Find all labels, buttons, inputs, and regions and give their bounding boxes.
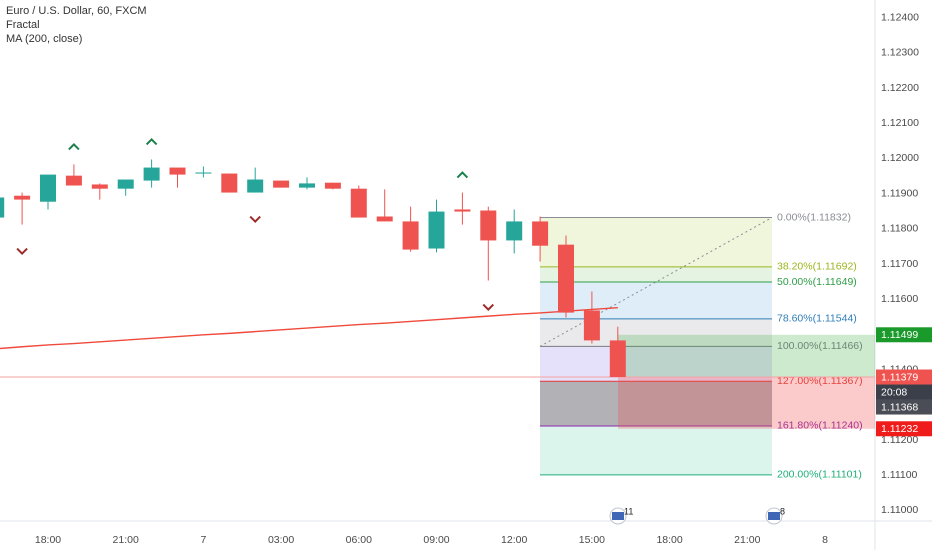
fractal-up (456, 171, 469, 179)
price-axis-bg (875, 0, 932, 550)
candle-body (583, 310, 600, 341)
fib-band (540, 281, 772, 319)
fib-band (540, 425, 772, 475)
fractal-down (16, 247, 28, 256)
y-tick-label: 1.11800 (881, 223, 918, 235)
x-tick-label: 09:00 (423, 534, 449, 546)
price-label: 1.11379 (881, 371, 918, 383)
y-tick-label: 1.11600 (881, 293, 918, 305)
y-tick-label: 1.11900 (881, 187, 918, 199)
y-tick-label: 1.12200 (881, 82, 919, 94)
x-tick-label: 7 (200, 534, 206, 546)
event-marker[interactable]: 11 (609, 506, 633, 525)
x-tick-label: 06:00 (346, 534, 372, 546)
fractal-up (68, 142, 80, 151)
fib-level-label: 38.20%(1.11692) (777, 261, 857, 273)
candle-body (299, 183, 315, 188)
stop-zone (618, 377, 875, 429)
fib-level-label: 127.00%(1.11367) (777, 375, 863, 387)
candle-body (609, 340, 626, 378)
x-tick-label: 12:00 (501, 534, 527, 546)
y-tick-label: 1.12300 (881, 47, 919, 59)
candle-body (65, 175, 82, 186)
candle-body (454, 209, 471, 212)
candle-body (376, 216, 393, 222)
fib-level-label: 50.00%(1.11649) (777, 276, 857, 288)
price-label: 1.11499 (881, 329, 918, 341)
x-tick-label: 21:00 (113, 534, 139, 546)
candle-body (428, 211, 445, 249)
candle-body (91, 184, 108, 189)
y-tick-label: 1.12000 (881, 152, 919, 164)
fib-level-label: 161.80%(1.11240) (777, 420, 863, 432)
x-tick-label: 18:00 (656, 534, 682, 546)
fib-level-label: 0.00%(1.11832) (777, 211, 851, 223)
fib-band (540, 346, 772, 382)
candle-body (324, 182, 341, 189)
candle-body (247, 179, 264, 193)
legend-fractal: Fractal (6, 19, 40, 31)
ma-line (0, 306, 618, 350)
y-tick-label: 1.11700 (881, 258, 918, 270)
candle-body (195, 172, 212, 174)
fractal-down (249, 215, 261, 223)
candle-body (169, 167, 186, 175)
price-label-bg (876, 384, 932, 400)
y-tick-label: 1.12100 (881, 117, 919, 129)
candle-body (402, 221, 419, 250)
event-count: 8 (780, 506, 785, 516)
legend: Euro / U.S. Dollar, 60, FXCM Fractal MA … (6, 4, 147, 46)
x-tick-label: 21:00 (734, 534, 760, 546)
candle-body (0, 197, 5, 218)
y-tick-label: 1.11200 (881, 434, 918, 446)
x-tick-label: 15:00 (579, 534, 605, 546)
candle-body (221, 173, 238, 193)
price-label: 20:08 (881, 386, 907, 398)
candle-body (558, 244, 574, 313)
price-label-bg (876, 421, 932, 437)
fractal-down (482, 303, 495, 311)
y-tick-label: 1.11000 (881, 504, 918, 516)
fib-level-label: 100.00%(1.11466) (777, 340, 863, 352)
y-tick-label: 1.11100 (881, 469, 918, 481)
candle-body (40, 174, 56, 202)
target-zone (618, 334, 875, 378)
price-label-bg (876, 399, 932, 415)
candle-body (350, 188, 367, 218)
x-tick-label: 03:00 (268, 534, 294, 546)
y-tick-label: 1.12400 (881, 11, 919, 23)
fib-level-label: 78.60%(1.11544) (777, 313, 857, 325)
candle-body (480, 210, 497, 241)
fib-trend-line (539, 217, 773, 347)
price-label: 1.11368 (881, 401, 918, 413)
candle-body (14, 195, 31, 200)
fib-band (540, 318, 772, 347)
candle-body (143, 167, 160, 181)
fib-band (540, 381, 772, 426)
fib-band (540, 217, 772, 267)
x-tick-label: 8 (822, 534, 828, 546)
fractal-up (145, 138, 158, 146)
event-flag (768, 512, 780, 520)
price-label-bg (876, 327, 932, 343)
candle-body (117, 179, 134, 189)
x-tick-label: 18:00 (35, 534, 61, 546)
event-count: 11 (624, 506, 633, 516)
fib-level-label: 200.00%(1.11101) (777, 469, 862, 481)
legend-symbol: Euro / U.S. Dollar, 60, FXCM (6, 5, 147, 17)
candle-body (273, 180, 290, 188)
price-label: 1.11232 (881, 423, 918, 435)
event-flag (612, 512, 624, 520)
candle-body (506, 221, 523, 241)
legend-ma: MA (200, close) (6, 33, 83, 45)
candle-body (532, 221, 549, 246)
fib-band (540, 266, 772, 282)
price-label-bg (876, 369, 932, 385)
event-marker[interactable]: 8 (765, 506, 785, 525)
